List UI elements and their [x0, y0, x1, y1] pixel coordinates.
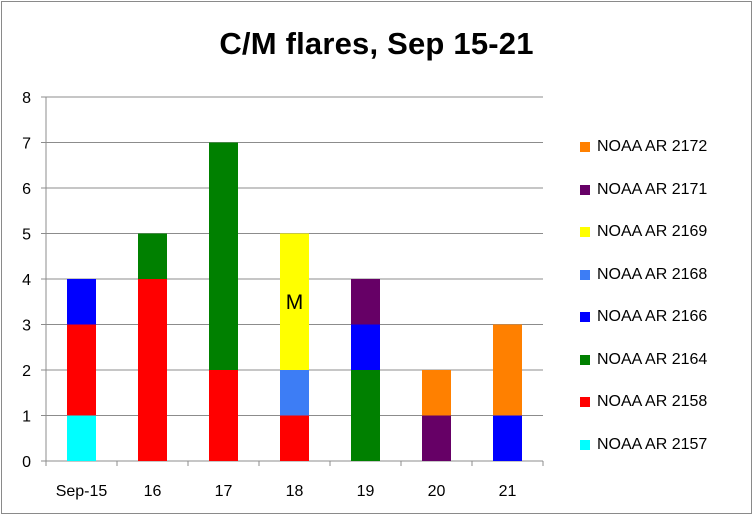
legend-label: NOAA AR 2168 [597, 265, 708, 283]
legend-swatch [580, 142, 590, 152]
legend-swatch [580, 269, 590, 280]
bar-noaa-ar-2164-17 [209, 142, 238, 370]
bar-noaa-ar-2158-16 [138, 279, 167, 461]
chart-title: C/M flares, Sep 15-21 [219, 26, 534, 61]
legend-item: NOAA AR 2172 [580, 137, 707, 157]
y-tick-label: 4 [22, 272, 31, 289]
y-tick-label: 0 [22, 454, 31, 471]
x-tick-label: 18 [286, 483, 304, 500]
legend-label: NOAA AR 2172 [597, 138, 708, 155]
bar-noaa-ar-2166-21 [493, 415, 522, 461]
legend-swatch [580, 397, 590, 407]
bar-noaa-ar-2158-18 [280, 415, 309, 461]
x-tick-label: 19 [357, 483, 375, 500]
y-tick-label: 5 [22, 227, 31, 244]
x-tick-label: Sep-15 [56, 483, 108, 500]
bar-noaa-ar-2171-19 [351, 279, 380, 325]
bar-noaa-ar-2166-sep-15 [67, 279, 96, 325]
bar-noaa-ar-2164-19 [351, 370, 380, 461]
y-tick-label: 3 [22, 318, 31, 335]
y-tick-label: 1 [22, 409, 31, 426]
legend-swatch [580, 354, 590, 365]
legend-item: NOAA AR 2169 [580, 222, 707, 242]
bar-noaa-ar-2168-18 [280, 370, 309, 416]
legend-label: NOAA AR 2158 [597, 393, 708, 410]
x-tick-label: 21 [499, 483, 517, 500]
x-tick-label: 20 [428, 483, 446, 500]
bar-noaa-ar-2172-20 [422, 370, 451, 416]
y-tick-label: 6 [22, 181, 31, 198]
bar-noaa-ar-2169-18 [280, 233, 309, 370]
legend-label: NOAA AR 2169 [597, 223, 708, 240]
bar-annotation: M [286, 291, 304, 314]
legend-item: NOAA AR 2168 [580, 265, 707, 285]
bar-noaa-ar-2172-21 [493, 324, 522, 416]
legend-item: NOAA AR 2158 [580, 392, 707, 412]
bar-noaa-ar-2166-19 [351, 324, 380, 370]
legend-item: NOAA AR 2157 [580, 435, 707, 455]
y-tick-label: 8 [22, 90, 31, 107]
y-tick-label: 2 [22, 363, 31, 380]
legend-item: NOAA AR 2166 [580, 307, 707, 327]
legend-item: NOAA AR 2171 [580, 180, 707, 200]
x-tick-label: 16 [144, 483, 162, 500]
bar-noaa-ar-2158-sep-15 [67, 324, 96, 416]
bar-noaa-ar-2164-16 [138, 233, 167, 279]
bar-noaa-ar-2157-sep-15 [67, 415, 96, 461]
x-tick-label: 17 [215, 483, 233, 500]
bar-noaa-ar-2158-17 [209, 370, 238, 461]
legend-swatch [580, 439, 590, 450]
legend-label: NOAA AR 2171 [597, 180, 708, 198]
legend-item: NOAA AR 2164 [580, 350, 707, 370]
legend-swatch [580, 184, 590, 195]
y-tick-label: 7 [22, 136, 31, 153]
legend-label: NOAA AR 2166 [597, 308, 708, 325]
legend-label: NOAA AR 2157 [597, 435, 708, 453]
legend-label: NOAA AR 2164 [597, 350, 708, 368]
bar-noaa-ar-2171-20 [422, 415, 451, 461]
legend-swatch [580, 227, 590, 237]
legend-swatch [580, 312, 590, 322]
